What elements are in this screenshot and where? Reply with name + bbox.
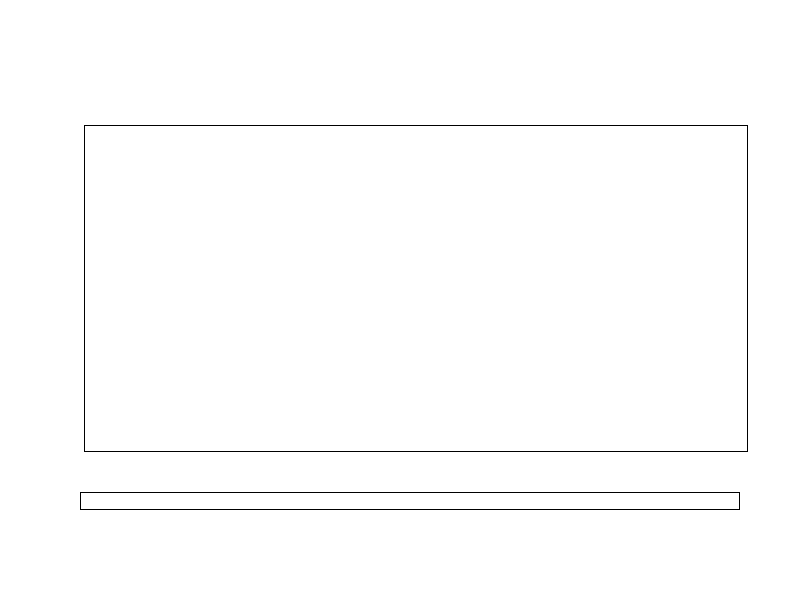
colorbar[interactable] xyxy=(80,492,740,510)
map-plot-area xyxy=(84,125,748,452)
temperature-heatmap xyxy=(84,125,748,452)
